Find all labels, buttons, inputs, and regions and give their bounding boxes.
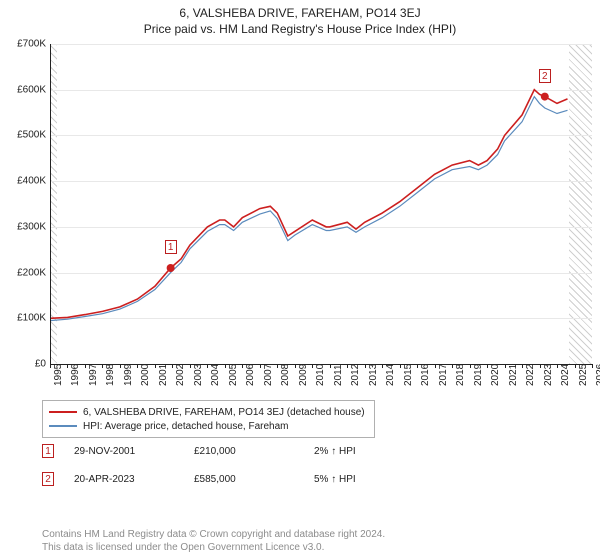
xtick	[172, 364, 173, 368]
xtick	[50, 364, 51, 368]
ytick-label: £0	[35, 359, 46, 370]
xtick	[452, 364, 453, 368]
sale-row-2: 2 20-APR-2023 £585,000 5% ↑ HPI	[42, 472, 582, 486]
ytick-label: £500K	[17, 130, 46, 141]
sale-row-1: 1 29-NOV-2001 £210,000 2% ↑ HPI	[42, 444, 582, 458]
legend: 6, VALSHEBA DRIVE, FAREHAM, PO14 3EJ (de…	[42, 400, 375, 438]
series-price_paid	[50, 90, 568, 319]
sale-dot	[541, 93, 549, 101]
chart-subtitle: Price paid vs. HM Land Registry's House …	[0, 20, 600, 36]
license-text: Contains HM Land Registry data © Crown c…	[42, 529, 582, 554]
xtick	[347, 364, 348, 368]
xtick	[67, 364, 68, 368]
xtick	[242, 364, 243, 368]
ytick-label: £300K	[17, 221, 46, 232]
sale-price: £210,000	[194, 446, 314, 457]
chart-lines	[50, 44, 592, 364]
xtick	[137, 364, 138, 368]
sale-marker-label: 2	[539, 69, 551, 83]
legend-item: HPI: Average price, detached house, Fare…	[49, 419, 368, 433]
sale-price: £585,000	[194, 474, 314, 485]
ytick-label: £600K	[17, 84, 46, 95]
xtick	[85, 364, 86, 368]
sale-date: 29-NOV-2001	[74, 446, 194, 457]
xtick	[522, 364, 523, 368]
xtick	[330, 364, 331, 368]
xtick	[417, 364, 418, 368]
xtick	[155, 364, 156, 368]
xtick	[295, 364, 296, 368]
xtick	[382, 364, 383, 368]
ytick-label: £100K	[17, 313, 46, 324]
sale-marker-1: 1	[42, 444, 54, 458]
xtick	[557, 364, 558, 368]
legend-item: 6, VALSHEBA DRIVE, FAREHAM, PO14 3EJ (de…	[49, 405, 368, 419]
ytick-label: £700K	[17, 39, 46, 50]
xtick	[277, 364, 278, 368]
xtick	[575, 364, 576, 368]
xtick	[312, 364, 313, 368]
legend-label: 6, VALSHEBA DRIVE, FAREHAM, PO14 3EJ (de…	[83, 407, 365, 418]
xtick	[207, 364, 208, 368]
xtick	[487, 364, 488, 368]
xtick	[225, 364, 226, 368]
sale-date: 20-APR-2023	[74, 474, 194, 485]
license-line: Contains HM Land Registry data © Crown c…	[42, 529, 582, 542]
xtick	[505, 364, 506, 368]
sale-diff: 2% ↑ HPI	[314, 446, 434, 457]
sale-dot	[167, 264, 175, 272]
xtick	[260, 364, 261, 368]
legend-label: HPI: Average price, detached house, Fare…	[83, 421, 289, 432]
xtick	[102, 364, 103, 368]
plot-area: 1995199619971998199920002001200220032004…	[50, 44, 592, 364]
y-axis	[50, 44, 51, 364]
xtick	[365, 364, 366, 368]
chart-title: 6, VALSHEBA DRIVE, FAREHAM, PO14 3EJ	[0, 0, 600, 20]
sale-marker-2: 2	[42, 472, 54, 486]
license-line: This data is licensed under the Open Gov…	[42, 542, 582, 555]
chart: 1995199619971998199920002001200220032004…	[8, 44, 592, 390]
xtick	[540, 364, 541, 368]
legend-swatch	[49, 425, 77, 427]
xtick	[592, 364, 593, 368]
sale-diff: 5% ↑ HPI	[314, 474, 434, 485]
xtick	[435, 364, 436, 368]
ytick-label: £200K	[17, 267, 46, 278]
xtick	[190, 364, 191, 368]
xtick	[400, 364, 401, 368]
series-hpi	[50, 97, 568, 321]
xtick	[120, 364, 121, 368]
xtick	[470, 364, 471, 368]
ytick-label: £400K	[17, 176, 46, 187]
legend-swatch	[49, 411, 77, 413]
sale-marker-label: 1	[165, 240, 177, 254]
